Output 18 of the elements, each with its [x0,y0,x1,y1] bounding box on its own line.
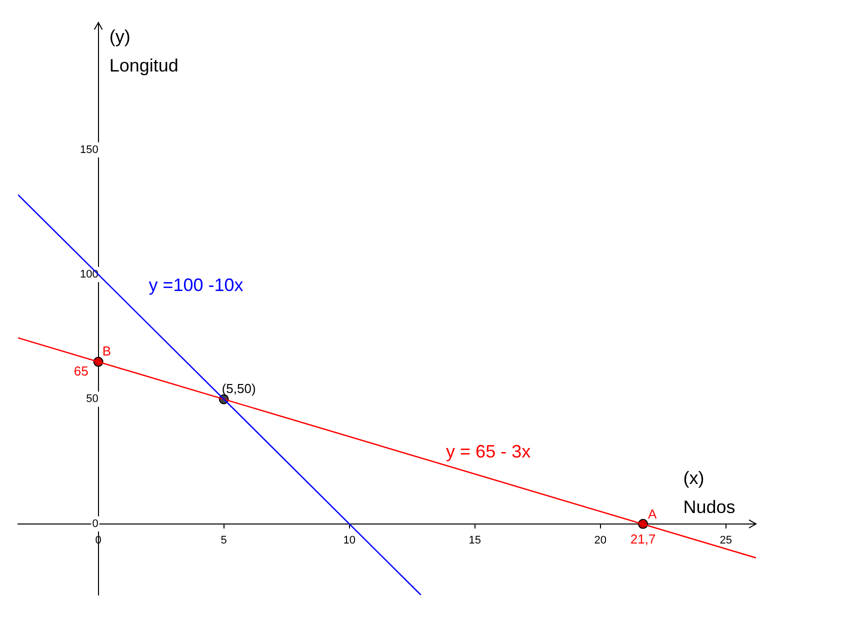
annotation: 21,7 [630,531,656,546]
y-tick-label: 150 [80,144,98,156]
y-axis-title: (y) Longitud [109,26,178,76]
series-label: y =100 -10x [148,274,244,295]
annotation: A [648,506,658,522]
y-tick-label: 50 [86,393,98,406]
series-label: y = 65 - 3x [446,441,531,462]
x-tick-label: 5 [220,534,227,547]
annotation: (5,50) [222,380,256,396]
x-axis-title: (x) Nudos [683,468,736,517]
y-tick-label: 100 [80,268,98,281]
x-tick-label: 10 [343,534,356,547]
y-tick-label: 0 [92,518,98,530]
x-tick-label: 25 [720,534,732,547]
annotation: 65 [74,363,88,378]
x-tick-label: 20 [594,534,606,547]
annotation: B [102,343,111,358]
x-tick-label: 15 [468,534,481,547]
